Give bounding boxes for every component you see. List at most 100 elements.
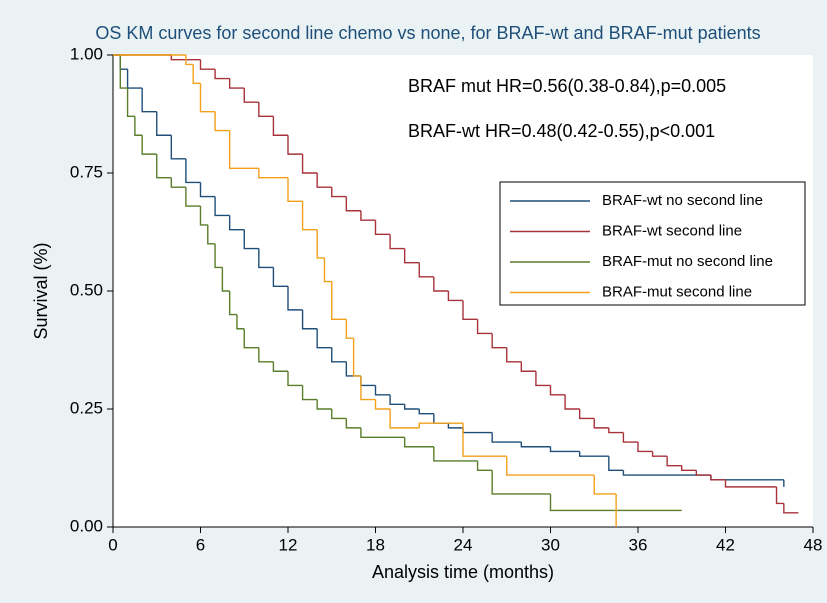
km-step [156, 111, 172, 136]
km-step [228, 130, 259, 169]
km-step [199, 59, 216, 70]
km-step [593, 418, 609, 429]
km-step [287, 286, 303, 311]
km-step [775, 486, 784, 505]
km-step [491, 333, 507, 349]
km-step [360, 210, 376, 221]
km-step [403, 248, 420, 264]
km-step [462, 423, 507, 457]
y-tick-label: 0.75 [70, 162, 103, 181]
km-step [578, 451, 609, 457]
x-tick-label: 0 [108, 535, 117, 554]
km-step [301, 309, 318, 330]
km-step [192, 64, 201, 85]
x-tick-label: 30 [541, 535, 560, 554]
y-tick-label: 1.00 [70, 44, 103, 63]
y-tick-label: 0.00 [70, 516, 103, 535]
x-tick-label: 24 [454, 535, 473, 554]
km-step [447, 423, 463, 429]
km-step [170, 55, 201, 61]
km-step [316, 399, 332, 410]
km-step [403, 437, 434, 448]
km-step [418, 262, 434, 278]
km-step [316, 328, 332, 349]
km-step [221, 267, 230, 292]
x-tick-label: 36 [629, 535, 648, 554]
km-step [608, 456, 624, 472]
km-step [549, 446, 580, 453]
km-step [593, 475, 617, 495]
km-step [724, 479, 777, 488]
km-step [236, 314, 245, 330]
km-step [345, 319, 354, 339]
km-step [564, 394, 580, 410]
km-step [199, 182, 216, 198]
km-step [360, 427, 405, 439]
km-step [637, 442, 653, 453]
km-step [258, 248, 274, 269]
km-step [476, 319, 493, 335]
km-step [331, 187, 347, 198]
legend-label: BRAF-mut no second line [602, 253, 773, 270]
x-tick-label: 6 [196, 535, 205, 554]
km-step [228, 78, 245, 89]
km-step [433, 446, 478, 462]
km-step [301, 385, 318, 401]
km-step [134, 116, 143, 136]
y-tick-label: 0.25 [70, 398, 103, 417]
km-step [228, 215, 245, 231]
km-step [258, 347, 274, 363]
km-step [301, 154, 318, 174]
km-step [549, 493, 682, 512]
y-tick-label: 0.50 [70, 280, 103, 299]
km-step [228, 291, 237, 316]
km-step [272, 267, 288, 287]
km-step [207, 224, 216, 245]
km-step [301, 201, 318, 231]
km-step [185, 55, 194, 66]
km-step [258, 102, 274, 118]
km-step [476, 460, 493, 472]
km-step [447, 291, 463, 302]
km-step [389, 234, 405, 250]
km-step [374, 399, 391, 410]
km-step [214, 196, 230, 217]
km-step [622, 432, 638, 443]
km-step [418, 409, 434, 415]
km-step [156, 154, 172, 179]
km-step [608, 427, 624, 434]
km-step [433, 276, 449, 292]
km-step [403, 404, 420, 410]
km-step [126, 88, 135, 118]
km-step [491, 432, 522, 443]
km-step [170, 177, 186, 188]
km-step [331, 281, 347, 321]
legend-label: BRAF-wt no second line [602, 192, 763, 209]
km-step [243, 328, 259, 349]
km-step [506, 347, 522, 363]
km-step [578, 409, 595, 420]
x-tick-label: 48 [804, 535, 823, 554]
km-step [185, 187, 201, 207]
km-step [185, 158, 201, 184]
km-step [272, 361, 288, 372]
km-step [199, 83, 216, 113]
legend-label: BRAF-wt second line [602, 222, 742, 239]
km-step [214, 243, 223, 269]
km-step [345, 196, 361, 212]
km-step [287, 135, 303, 155]
km-step [695, 470, 711, 476]
km-step [316, 229, 325, 259]
km-step [360, 375, 376, 401]
km-step [287, 371, 303, 387]
chart-title: OS KM curves for second line chemo vs no… [95, 23, 760, 43]
km-step [331, 409, 347, 420]
km-step [520, 361, 536, 372]
km-step [374, 385, 391, 396]
km-step [214, 111, 230, 132]
km-step [783, 503, 799, 514]
km-step [170, 135, 186, 160]
legend-label: BRAF-mut second line [602, 283, 752, 300]
km-step [199, 206, 208, 226]
